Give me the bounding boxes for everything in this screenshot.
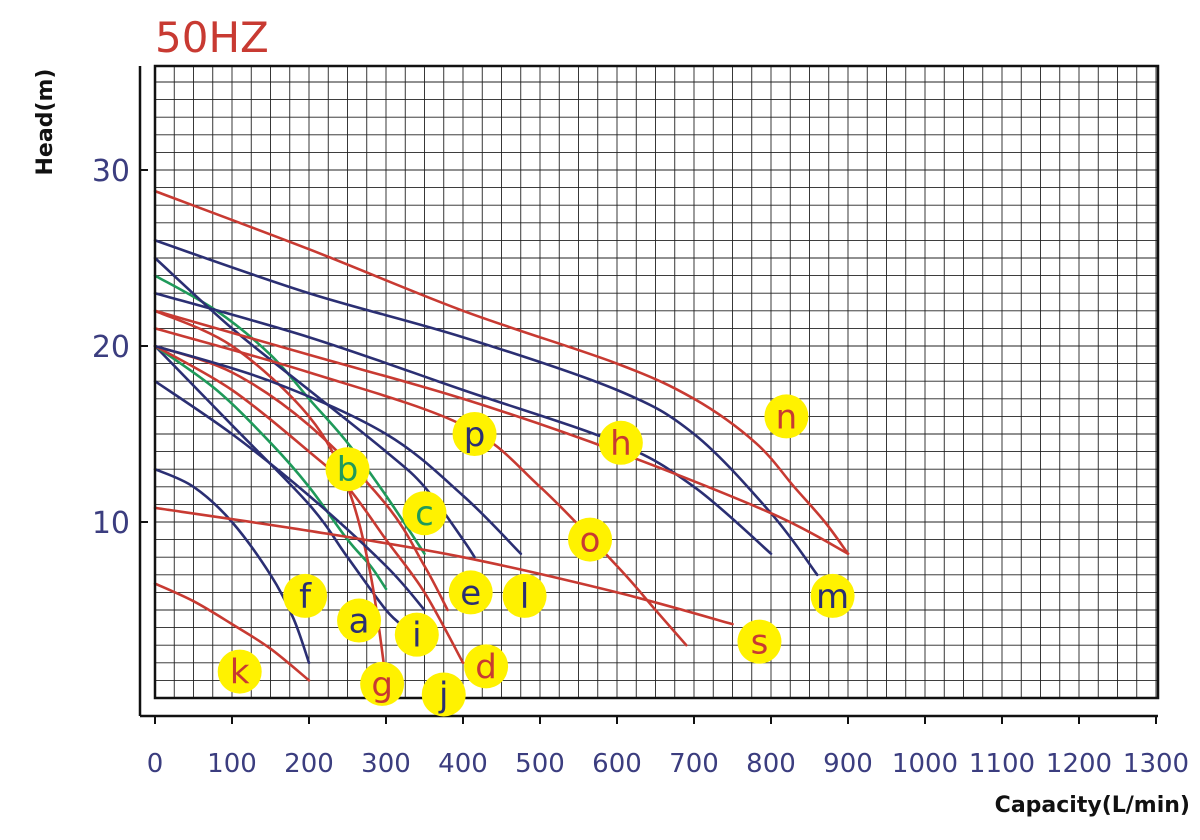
curve-label-d: d — [464, 644, 509, 689]
label-marker — [402, 491, 447, 536]
label-marker — [502, 573, 547, 618]
curve-label-k: k — [217, 649, 262, 694]
curve-e — [153, 256, 476, 559]
x-tick-label: 1300 — [1123, 749, 1189, 779]
x-axis-label: Capacity(L/min) — [995, 793, 1190, 818]
curve-m — [153, 239, 819, 577]
curve-i — [153, 379, 426, 612]
curve-label-l: l — [502, 573, 547, 618]
curve-label-f: f — [283, 573, 328, 618]
label-text: f — [299, 577, 312, 617]
label-marker — [421, 672, 466, 717]
label-text: h — [610, 424, 632, 464]
curve-h — [153, 291, 773, 555]
x-tick-label: 500 — [515, 749, 565, 779]
label-marker — [394, 612, 439, 657]
label-text: m — [816, 577, 849, 617]
label-text: a — [349, 602, 370, 642]
curve-label-b: b — [325, 447, 370, 492]
label-marker — [360, 661, 405, 706]
curve-f — [153, 467, 311, 665]
label-text: g — [371, 665, 393, 705]
plot-frame — [138, 64, 1160, 718]
label-marker — [737, 619, 782, 664]
curve-label-n: n — [764, 394, 809, 439]
label-marker — [464, 644, 509, 689]
x-tick-label: 900 — [823, 749, 873, 779]
curve-label-i: i — [394, 612, 439, 657]
x-tick-label: 300 — [361, 749, 411, 779]
x-tick-label: 1100 — [969, 749, 1035, 779]
label-marker — [217, 649, 262, 694]
label-text: n — [776, 397, 798, 437]
label-text: s — [751, 623, 769, 663]
curve-l — [153, 344, 523, 555]
label-marker — [283, 573, 328, 618]
label-text: o — [580, 521, 601, 561]
x-tick-label: 1000 — [892, 749, 958, 779]
x-tick-label: 400 — [438, 749, 488, 779]
y-tick-label: 20 — [92, 330, 130, 365]
curve-label-p: p — [452, 412, 497, 456]
label-marker — [598, 420, 643, 465]
curve-labels: n p h b c o e l m fa i s d k g j — [217, 394, 855, 717]
curve-label-c: c — [402, 491, 447, 536]
curve-o — [153, 327, 688, 647]
chart-title: 50HZ — [155, 13, 269, 62]
label-text: d — [475, 647, 497, 687]
label-text: c — [415, 494, 434, 534]
x-tick-label: 0 — [147, 749, 164, 779]
label-marker — [810, 573, 855, 618]
label-marker — [764, 394, 809, 439]
curve-label-s: s — [737, 619, 782, 664]
curve-c — [153, 344, 388, 591]
x-tick-label: 1200 — [1046, 749, 1112, 779]
curve-label-m: m — [810, 573, 855, 618]
curve-label-a: a — [337, 598, 382, 643]
curve-s — [153, 506, 734, 626]
curve-p — [153, 309, 850, 555]
curve-label-j: j — [421, 672, 466, 717]
curves — [153, 189, 850, 682]
y-tick-label: 30 — [92, 154, 130, 189]
label-text: i — [412, 616, 421, 656]
x-tick-label: 200 — [284, 749, 334, 779]
label-text: b — [337, 450, 359, 490]
x-axis-ticks: 0 100 200 300 400 500 600 700 800 900 1000 1100 1200… — [147, 716, 1189, 779]
curve-a — [153, 344, 407, 629]
x-tick-label: 800 — [746, 749, 796, 779]
y-axis-ticks: 10 20 30 — [92, 154, 148, 541]
label-marker — [568, 517, 613, 562]
x-tick-label: 700 — [669, 749, 719, 779]
curve-g — [153, 309, 388, 682]
label-marker — [337, 598, 382, 643]
label-marker — [448, 570, 493, 615]
label-marker — [325, 447, 370, 492]
y-axis-label: Head(m) — [33, 69, 58, 176]
label-marker — [452, 412, 497, 456]
curve-label-e: e — [448, 570, 493, 615]
label-text: l — [520, 577, 529, 617]
plot-border — [153, 64, 1160, 700]
label-text: k — [230, 653, 250, 693]
curve-k — [153, 582, 311, 682]
x-tick-label: 100 — [207, 749, 257, 779]
curve-label-o: o — [568, 517, 613, 562]
curve-n — [153, 189, 850, 555]
y-tick-label: 10 — [92, 506, 130, 541]
x-tick-label: 600 — [592, 749, 642, 779]
label-text: j — [438, 675, 448, 715]
curve-label-h: h — [598, 420, 643, 465]
curve-label-g: g — [360, 661, 405, 706]
label-text: e — [460, 573, 481, 613]
label-text: p — [464, 415, 486, 455]
